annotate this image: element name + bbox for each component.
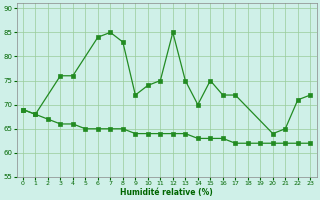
X-axis label: Humidité relative (%): Humidité relative (%) bbox=[120, 188, 213, 197]
